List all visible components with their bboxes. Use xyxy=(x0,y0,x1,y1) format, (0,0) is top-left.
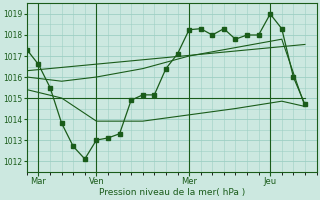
X-axis label: Pression niveau de la mer( hPa ): Pression niveau de la mer( hPa ) xyxy=(99,188,245,197)
